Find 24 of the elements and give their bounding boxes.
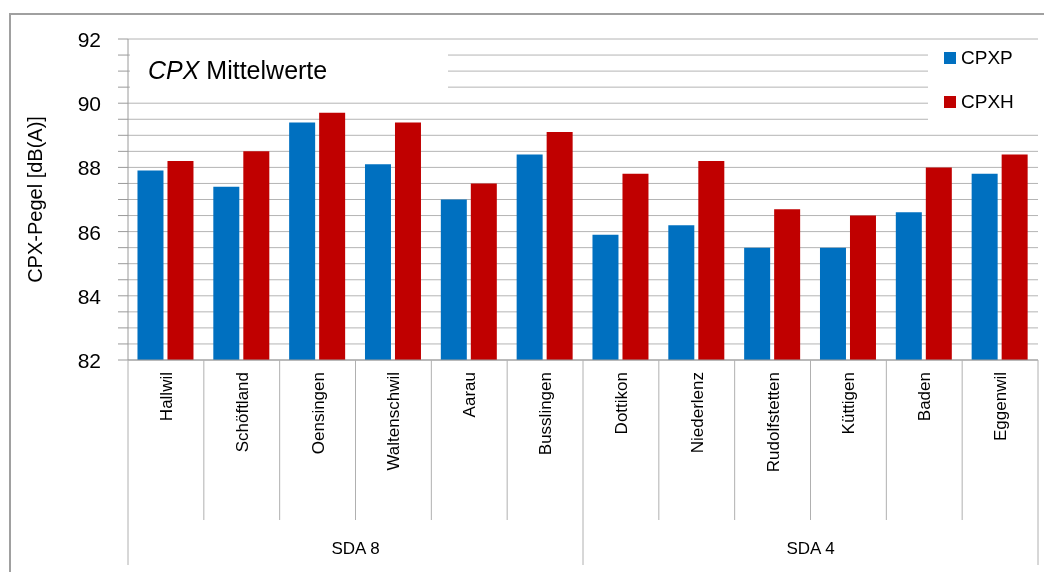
- x-tick-label: Oensingen: [308, 372, 328, 455]
- legend-label: CPXP: [961, 47, 1013, 69]
- x-tick-label: Niederlenz: [687, 372, 707, 454]
- y-tick-label: 84: [77, 284, 102, 308]
- y-axis-title: CPX-Pegel [dB(A)]: [24, 116, 46, 283]
- legend-label: CPXH: [961, 91, 1014, 113]
- y-tick-label: 90: [77, 91, 101, 115]
- y-tick-label: 82: [77, 348, 101, 372]
- x-tick-label: Waltenschwil: [383, 372, 403, 471]
- x-tick-label: Dottikon: [611, 372, 631, 435]
- x-tick-label: Eggenwil: [990, 372, 1010, 441]
- y-tick-label: 88: [77, 155, 101, 179]
- y-tick-label: 86: [77, 220, 101, 244]
- x-tick-label: Schöftland: [232, 372, 252, 453]
- text: CPX Mittelwerte: [148, 56, 328, 84]
- x-tick-label: Busslingen: [535, 372, 555, 456]
- x-tick-label: Baden: [914, 372, 934, 422]
- x-tick-label: Rudolfstetten: [763, 372, 783, 473]
- text: SDA 4: [786, 538, 835, 558]
- text: SDA 8: [331, 538, 380, 558]
- y-tick-label: 92: [77, 27, 101, 51]
- x-tick-label: Hallwil: [156, 372, 176, 422]
- x-tick-label: Aarau: [459, 372, 479, 418]
- x-tick-label: Küttigen: [838, 372, 858, 435]
